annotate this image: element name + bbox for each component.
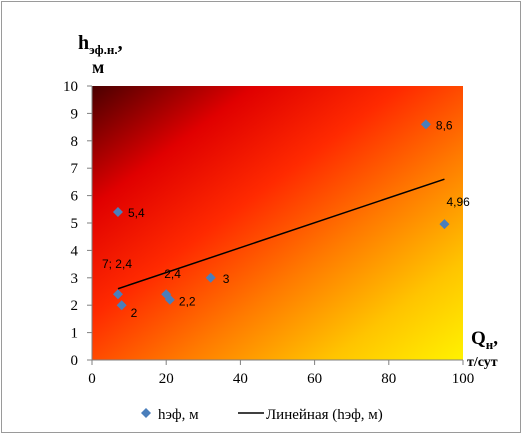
y-tick-label: 2 bbox=[71, 298, 79, 314]
data-point-marker bbox=[420, 119, 431, 130]
y-tick-label: 5 bbox=[71, 216, 79, 232]
y-tick-label: 7 bbox=[71, 161, 79, 177]
data-point-label: 2,2 bbox=[179, 295, 196, 309]
x-axis-unit: т/сут bbox=[467, 355, 498, 370]
legend-diamond-marker bbox=[141, 408, 151, 418]
legend: hэф, м Линейная (hэф, м) bbox=[141, 407, 383, 423]
plot-area-background bbox=[92, 86, 463, 360]
x-tick-label: 80 bbox=[381, 371, 396, 387]
data-point-label: 4,96 bbox=[446, 195, 470, 209]
y-tick-label: 0 bbox=[71, 353, 79, 369]
data-point-marker bbox=[439, 219, 450, 230]
x-axis-title-sub: н bbox=[486, 337, 494, 352]
x-tick-label: 0 bbox=[88, 371, 96, 387]
y-tick-label: 6 bbox=[71, 189, 79, 205]
legend-trendline-label: Линейная (hэф, м) bbox=[266, 407, 383, 423]
data-point-label: 2,4 bbox=[164, 267, 181, 281]
data-point-marker bbox=[205, 272, 216, 283]
data-point-marker bbox=[164, 294, 175, 305]
y-axis-ticks: 0 1 2 3 4 5 6 7 8 9 10 bbox=[63, 79, 92, 369]
data-points: 7; 2,4 2 5,4 2,4 2,2 3 8,6 4,96 bbox=[102, 118, 470, 320]
x-axis-title-comma: , bbox=[493, 328, 498, 349]
x-tick-label: 100 bbox=[452, 371, 475, 387]
trendline bbox=[117, 178, 445, 290]
y-tick-label: 10 bbox=[63, 79, 78, 95]
data-point-marker bbox=[116, 300, 127, 311]
y-axis-title-main: h bbox=[78, 32, 89, 54]
y-axis-title: hэф.н., bbox=[78, 32, 123, 57]
data-point-label: 3 bbox=[223, 272, 230, 286]
y-tick-label: 4 bbox=[71, 243, 79, 259]
data-point-marker bbox=[112, 289, 123, 300]
x-tick-label: 60 bbox=[307, 371, 322, 387]
x-axis-title: Qн, bbox=[471, 328, 498, 352]
x-axis-title-main: Q bbox=[471, 328, 486, 349]
data-point-label: 8,6 bbox=[436, 118, 453, 132]
data-point-label: 7; 2,4 bbox=[102, 257, 132, 271]
y-axis-title-sub: эф.н. bbox=[89, 42, 118, 57]
x-tick-label: 20 bbox=[159, 371, 174, 387]
y-tick-label: 9 bbox=[71, 106, 79, 122]
legend-series-label: hэф, м bbox=[158, 407, 199, 423]
y-axis-title-comma: , bbox=[118, 32, 123, 54]
data-point-label: 5,4 bbox=[128, 206, 145, 220]
data-point-marker bbox=[112, 207, 123, 218]
y-tick-label: 1 bbox=[71, 326, 79, 342]
y-tick-label: 8 bbox=[71, 134, 79, 150]
y-axis-unit: м bbox=[92, 57, 104, 77]
x-axis-ticks: 0 20 40 60 80 100 bbox=[88, 360, 474, 387]
data-point-label: 2 bbox=[131, 306, 138, 320]
x-tick-label: 40 bbox=[233, 371, 248, 387]
y-tick-label: 3 bbox=[71, 271, 79, 287]
